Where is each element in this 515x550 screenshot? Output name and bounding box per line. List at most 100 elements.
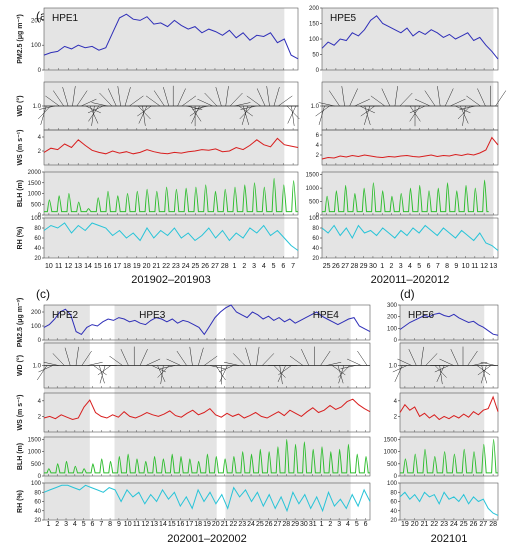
x-tick-label: 1 xyxy=(320,521,324,528)
wd-vector xyxy=(160,365,164,385)
wd-vector xyxy=(273,87,280,107)
y-tick-label: 100 xyxy=(387,326,398,332)
x-tick-label: 30 xyxy=(369,263,377,270)
y-tick-label: 0 xyxy=(394,338,398,344)
wd-vector xyxy=(394,86,398,107)
x-tick-label: 18 xyxy=(123,263,131,270)
y-tick-label: 1000 xyxy=(306,186,320,192)
wd-vector xyxy=(266,86,270,107)
wd-vector xyxy=(191,105,200,124)
wd-vector xyxy=(138,105,148,124)
y-tick-label: 60 xyxy=(390,500,397,506)
x-tick-label: 14 xyxy=(159,521,167,528)
x-tick-label: 12 xyxy=(65,263,73,270)
wd-vector xyxy=(36,365,48,381)
x-tick-label: 8 xyxy=(108,521,112,528)
y-tick-label: 80 xyxy=(390,490,397,496)
wd-vector xyxy=(444,88,454,107)
x-tick-label: 25 xyxy=(256,521,264,528)
episode-shading xyxy=(44,8,285,258)
y-tick-label: 500 xyxy=(31,202,42,208)
y-tick-label: 40 xyxy=(34,246,41,252)
x-tick-label: 19 xyxy=(401,521,409,528)
x-tick-label: 3 xyxy=(64,521,68,528)
x-tick-label: 21 xyxy=(221,521,229,528)
y-axis-label: BLH (m) xyxy=(17,180,24,207)
series-line-ws xyxy=(43,137,299,155)
wd-vector xyxy=(181,95,197,107)
y-tick-label: 1.0 xyxy=(33,104,42,110)
x-tick-label: 13 xyxy=(150,521,158,528)
y-tick-label: 0 xyxy=(316,68,320,74)
wd-vector xyxy=(97,365,112,376)
wd-vector xyxy=(278,95,293,107)
x-tick-label: 27 xyxy=(341,263,349,270)
wd-vector xyxy=(238,105,253,117)
wd-vector xyxy=(337,365,350,378)
episode-label: HPE6 xyxy=(408,310,435,321)
wd-vector xyxy=(364,105,371,125)
wd-vector xyxy=(219,365,228,383)
wd-vector xyxy=(234,102,251,107)
series-line-ws xyxy=(399,395,499,421)
wd-vector xyxy=(204,92,218,107)
wd-vector xyxy=(52,353,65,366)
x-tick-label: 22 xyxy=(162,263,170,270)
wd-vector xyxy=(477,88,486,107)
x-tick-label: 25 xyxy=(192,263,200,270)
x-tick-label: 28 xyxy=(489,521,497,528)
x-tick-label: 16 xyxy=(104,263,112,270)
x-tick-label: 20 xyxy=(212,521,220,528)
wd-vector xyxy=(409,105,421,122)
series-line-rh xyxy=(43,222,299,251)
wd-vector xyxy=(85,105,101,114)
x-tick-label: 9 xyxy=(117,521,121,528)
y-tick-label: 60 xyxy=(34,500,41,506)
wd-vector xyxy=(346,358,362,366)
wd-vector xyxy=(340,365,356,370)
wd-vector xyxy=(455,105,471,114)
wd-vector xyxy=(124,87,131,107)
wd-vector xyxy=(189,346,193,366)
wd-vector xyxy=(457,105,471,120)
wd-vector xyxy=(414,98,431,107)
y-tick-label: 1000 xyxy=(384,450,398,456)
wd-vector xyxy=(341,86,345,107)
x-tick-label: 30 xyxy=(300,521,308,528)
x-tick-label: 5 xyxy=(82,521,86,528)
period-caption: 201902–201903 xyxy=(131,274,211,286)
x-tick-label: 7 xyxy=(99,521,103,528)
x-tick-label: 14 xyxy=(84,263,92,270)
x-tick-label: 2 xyxy=(242,263,246,270)
wd-vector xyxy=(318,102,335,107)
wd-vector xyxy=(137,105,151,120)
wd-vector xyxy=(262,353,275,366)
y-tick-label: 200 xyxy=(387,315,398,321)
x-tick-label: 17 xyxy=(185,521,193,528)
y-tick-label: 100 xyxy=(31,216,42,222)
x-tick-label: 7 xyxy=(291,263,295,270)
wd-vector xyxy=(139,348,148,366)
y-tick-label: 0 xyxy=(38,474,42,480)
y-tick-label: 60 xyxy=(312,236,319,242)
x-tick-label: 4 xyxy=(262,263,266,270)
wd-vector xyxy=(38,365,53,373)
wd-vector xyxy=(315,105,330,117)
y-tick-label: 1500 xyxy=(384,437,398,443)
wd-vector xyxy=(120,348,129,366)
y-tick-label: 0 xyxy=(38,338,42,344)
wd-vector xyxy=(192,105,209,110)
wd-vector xyxy=(89,105,99,124)
y-axis-label: PM2.5 (μg m⁻³) xyxy=(17,298,24,348)
y-tick-label: 1000 xyxy=(28,450,42,456)
x-tick-label: 3 xyxy=(337,521,341,528)
x-tick-label: 2 xyxy=(328,521,332,528)
panel-d: (d)01002003001.0240500100015002040608010… xyxy=(384,287,499,545)
x-tick-label: 1 xyxy=(233,263,237,270)
wd-vector xyxy=(286,105,300,120)
wd-vector xyxy=(91,105,95,126)
x-tick-label: 6 xyxy=(281,263,285,270)
y-tick-label: 100 xyxy=(309,37,320,43)
wd-vector xyxy=(243,105,250,125)
